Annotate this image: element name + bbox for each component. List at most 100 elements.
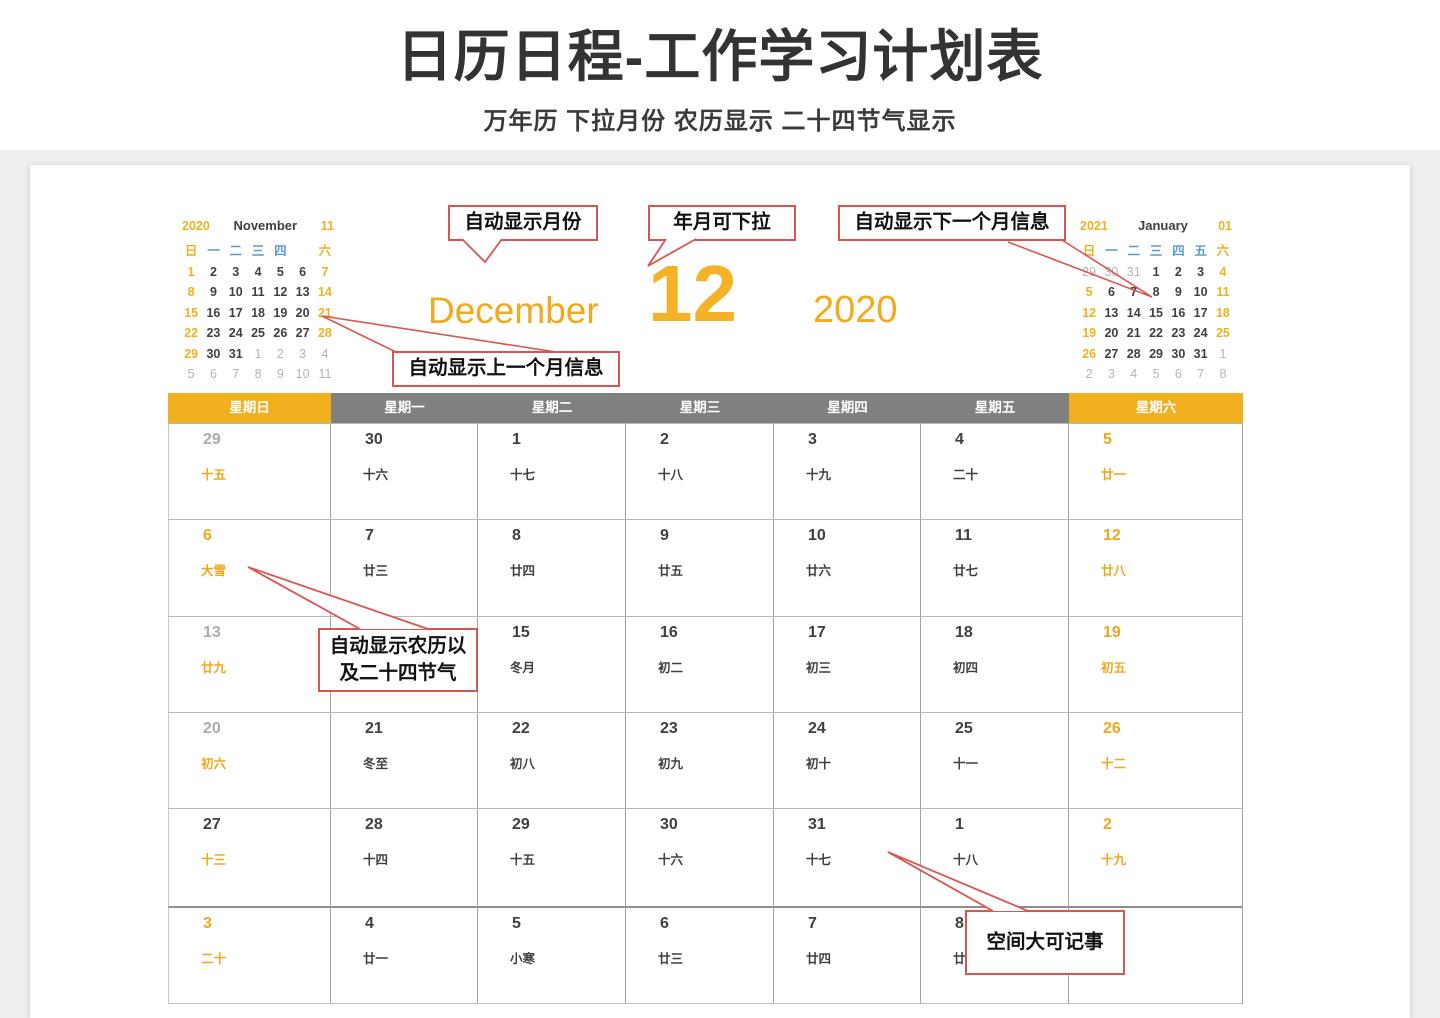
calendar-day-cell[interactable]: 21 冬至 [331,712,478,808]
calendar-day-cell[interactable]: 19 初五 [1069,616,1243,712]
mini-day: 7 [1130,285,1138,299]
calendar-day-cell[interactable]: 7 廿四 [774,906,921,1004]
calendar-day-cell[interactable]: 2 十九 [1069,808,1243,906]
calendar-day-cell[interactable]: 5 廿一 [1069,423,1243,519]
month-name-label[interactable]: December [428,290,599,331]
calendar-day-cell[interactable]: 26 十二 [1069,712,1243,808]
mini-day: 17 [1193,305,1208,320]
mini-day: 3 [299,346,307,361]
calendar-day-cell[interactable]: 9 廿五 [626,519,774,616]
day-number: 1 [512,431,521,448]
mini-day: 21 [1126,326,1141,340]
calendar-day-cell[interactable]: 15 冬月 [478,616,626,712]
calendar-day-cell[interactable]: 2 十八 [626,423,774,519]
mini-day: 10 [1193,285,1208,299]
day-number: 5 [512,915,521,932]
mini-weekday [291,241,313,262]
calendar-day-cell[interactable]: 24 初十 [774,712,921,808]
callout-show-month: 自动显示月份 [448,205,598,241]
mini-weekday: 二 [1127,244,1140,258]
day-number: 4 [955,431,964,448]
lunar-label: 十六 [363,468,389,482]
weekday-header-cell: 星期二 [478,393,626,423]
calendar-day-cell[interactable]: 30 十六 [331,423,478,519]
calendar-day-cell[interactable]: 1 十七 [478,423,626,519]
callout-next-month: 自动显示下一个月信息 [838,205,1066,241]
mini-day: 13 [295,285,310,299]
mini-day: 19 [1082,326,1097,340]
mini-day: 29 [1149,346,1163,361]
mini-day: 4 [1130,367,1138,381]
calendar-day-cell[interactable]: 8 廿四 [478,519,626,616]
calendar-day-cell[interactable]: 1 十八 [921,808,1069,906]
lunar-label: 十五 [201,468,227,482]
mini-day: 13 [1104,305,1119,320]
calendar-day-cell[interactable]: 25 十一 [921,712,1069,808]
calendar-day-cell[interactable]: 13 廿九 [168,616,331,712]
calendar-day-cell[interactable]: 29 十五 [168,423,331,519]
mini-day: 20 [1104,326,1119,340]
calendar-day-cell[interactable]: 10 廿六 [774,519,921,616]
day-number: 28 [365,816,383,833]
calendar-day-cell[interactable]: 29 十五 [478,808,626,906]
lunar-label: 廿三 [658,952,684,966]
mini-weekday: 二 [229,244,242,258]
calendar-day-cell[interactable]: 17 初三 [774,616,921,712]
day-number: 26 [1103,720,1121,737]
mini-day: 26 [273,326,288,340]
mini-day: 3 [1107,367,1115,381]
calendar-day-cell[interactable]: 22 初八 [478,712,626,808]
month-number-dropdown[interactable]: 12 [648,249,737,338]
mini-day: 7 [321,264,329,279]
mini-day: 30 [1171,346,1186,361]
calendar-day-cell[interactable]: 12 廿八 [1069,519,1243,616]
mini-weekday-row: 日一二三四 六 [180,241,336,262]
calendar-day-cell[interactable]: 7 廿三 [331,519,478,616]
calendar-day-cell[interactable]: 6 廿三 [626,906,774,1004]
calendar-day-cell[interactable]: 18 初四 [921,616,1069,712]
mini-day: 14 [317,285,332,299]
mini-day: 14 [1126,305,1141,320]
mini-day: 11 [1216,285,1230,299]
calendar-day-cell[interactable]: 11 廿七 [921,519,1069,616]
calendar-day-cell[interactable]: 16 初二 [626,616,774,712]
day-number: 16 [660,624,678,641]
mini-day: 5 [276,264,284,279]
mini-day: 8 [254,367,262,381]
calendar-day-cell[interactable]: 20 初六 [168,712,331,808]
day-number: 27 [203,816,221,833]
calendar-day-cell[interactable]: 28 十四 [331,808,478,906]
title-band: 日历日程-工作学习计划表 万年历 下拉月份 农历显示 二十四节气显示 [0,0,1440,150]
calendar-day-cell[interactable]: 31 十七 [774,808,921,906]
mini-day: 20 [295,305,310,320]
calendar-day-cell[interactable]: 30 十六 [626,808,774,906]
weekday-header-cell: 星期四 [774,393,921,423]
calendar-sheet: December 12 2020 2020 November 11 日一二三四六… [30,165,1410,1018]
day-number: 10 [808,527,826,544]
day-number: 6 [660,915,669,932]
calendar-day-cell[interactable]: 3 十九 [774,423,921,519]
calendar-day-cell[interactable]: 4 二十 [921,423,1069,519]
mini-weekday: 四 [274,244,287,258]
mini-day: 16 [206,305,221,320]
day-number: 23 [660,720,678,737]
day-number: 3 [808,431,817,448]
year-dropdown[interactable]: 2020 [813,289,898,331]
mini-year: 2021 [1080,219,1108,233]
mini-day: 2 [1174,264,1182,279]
weekday-header-cell: 星期五 [921,393,1069,423]
day-number: 31 [808,816,826,833]
calendar-day-cell[interactable]: 6 大雪 [168,519,331,616]
calendar-day-cell[interactable]: 5 小寒 [478,906,626,1004]
lunar-label: 十七 [806,853,832,867]
calendar-day-cell[interactable]: 4 廿一 [331,906,478,1004]
calendar-day-cell[interactable]: 23 初九 [626,712,774,808]
day-number: 30 [660,816,678,833]
lunar-label: 十九 [1101,853,1127,867]
calendar-day-cell[interactable]: 27 十三 [168,808,331,906]
calendar-day-cell[interactable]: 3 二十 [168,906,331,1004]
mini-day: 8 [187,285,195,299]
mini-day: 10 [228,285,243,299]
lunar-label: 廿四 [510,564,536,578]
